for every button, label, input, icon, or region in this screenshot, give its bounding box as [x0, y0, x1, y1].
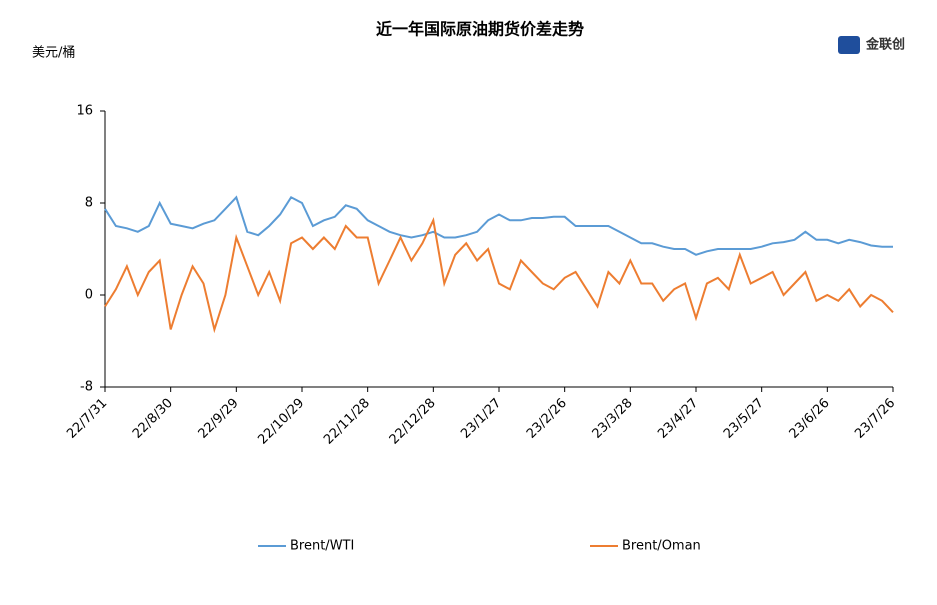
y-tick-label: 0 [85, 288, 93, 303]
y-tick-label: 8 [85, 196, 93, 211]
x-tick-label: 23/2/26 [524, 396, 570, 442]
x-tick-label: 22/11/28 [321, 396, 373, 448]
chart-title: 近一年国际原油期货价差走势 [376, 20, 584, 39]
x-tick-label: 22/12/28 [387, 396, 439, 448]
legend-item: Brent/WTI [258, 539, 354, 554]
logo: 金联创 [838, 36, 905, 54]
x-tick-label: 23/6/26 [787, 396, 833, 442]
x-tick-label: 23/1/27 [458, 396, 504, 442]
legend-label: Brent/WTI [290, 539, 354, 554]
x-tick-label: 22/9/29 [196, 396, 242, 442]
y-tick-label: 16 [76, 104, 93, 119]
logo-icon [838, 36, 860, 54]
series-line [104, 195, 893, 256]
logo-text: 金联创 [865, 37, 905, 53]
legend-item: Brent/Oman [590, 539, 701, 554]
x-tick-label: 22/10/29 [255, 396, 307, 448]
series-line [104, 217, 894, 334]
x-tick-label: 23/4/27 [655, 396, 701, 442]
x-tick-label: 22/7/31 [64, 396, 110, 442]
legend-label: Brent/Oman [622, 539, 701, 554]
x-tick-label: 23/3/28 [590, 396, 636, 442]
x-tick-label: 22/8/30 [130, 396, 176, 442]
x-tick-label: 23/5/27 [721, 396, 767, 442]
y-tick-label: -8 [80, 380, 93, 395]
y-axis-label: 美元/桶 [32, 46, 75, 61]
x-tick-label: 23/7/26 [852, 396, 898, 442]
